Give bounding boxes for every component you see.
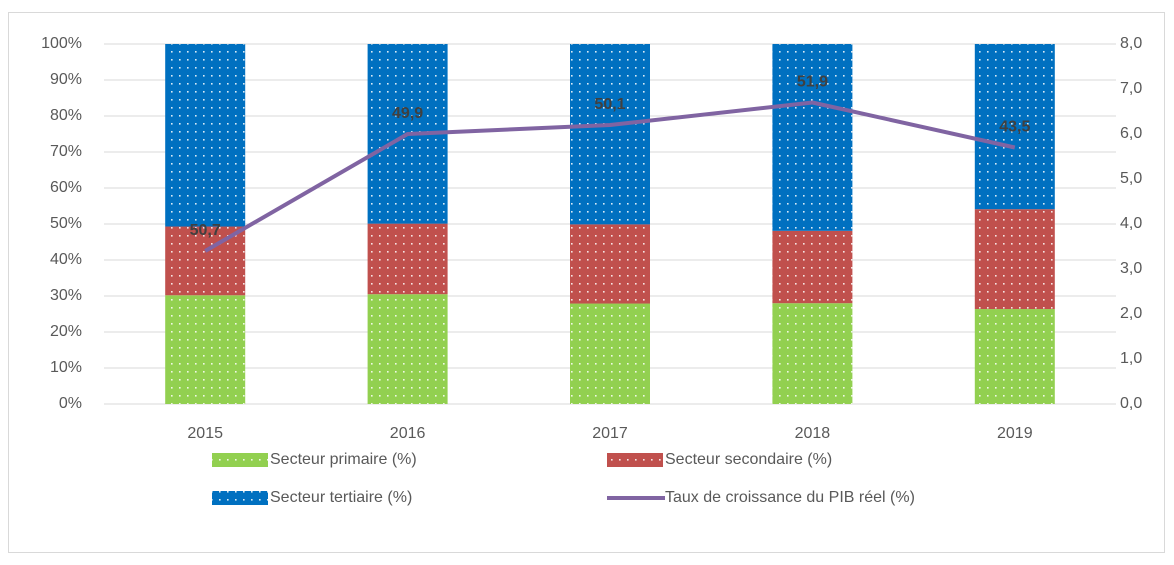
y-tick-label: 80% (50, 107, 82, 124)
y-tick-label: 10% (50, 359, 82, 376)
y2-tick-label: 8,0 (1120, 35, 1142, 52)
bar-texture (367, 294, 448, 404)
x-tick-label: 2015 (187, 425, 223, 442)
bar-texture (772, 303, 853, 404)
legend-texture (212, 491, 268, 505)
y2-tick-label: 5,0 (1120, 170, 1142, 187)
x-tick-label: 2016 (390, 425, 426, 442)
bar-texture (772, 44, 853, 231)
y-tick-label: 70% (50, 143, 82, 160)
bar-texture (974, 44, 1055, 210)
bar-texture (165, 295, 246, 404)
legend-label: Secteur secondaire (%) (665, 451, 832, 468)
data-label: 50,1 (594, 96, 625, 113)
y2-tick-label: 7,0 (1120, 80, 1142, 97)
x-tick-label: 2018 (795, 425, 831, 442)
y2-tick-label: 4,0 (1120, 215, 1142, 232)
y-tick-label: 40% (50, 251, 82, 268)
data-label: 49,9 (392, 105, 423, 122)
y2-tick-label: 3,0 (1120, 260, 1142, 277)
y2-tick-label: 2,0 (1120, 305, 1142, 322)
legend-label: Secteur primaire (%) (270, 451, 417, 468)
bar-texture (367, 223, 448, 295)
bar-texture (772, 230, 853, 304)
y2-tick-label: 0,0 (1120, 395, 1142, 412)
y-tick-label: 60% (50, 179, 82, 196)
bar-texture (165, 226, 246, 296)
y-tick-label: 100% (41, 35, 82, 52)
bar-texture (974, 309, 1055, 404)
x-tick-label: 2019 (997, 425, 1033, 442)
y2-tick-label: 6,0 (1120, 125, 1142, 142)
legend-label: Secteur tertiaire (%) (270, 489, 412, 506)
bar-texture (570, 303, 650, 404)
line (204, 100, 1016, 253)
y-tick-label: 0% (59, 395, 82, 412)
bar-texture (974, 209, 1055, 310)
bar-texture (570, 224, 650, 304)
x-tick-label: 2017 (592, 425, 628, 442)
y-tick-label: 90% (50, 71, 82, 88)
data-label: 43,5 (999, 119, 1030, 136)
data-label: 50,7 (190, 222, 221, 239)
legend-texture (212, 453, 268, 467)
y2-tick-label: 1,0 (1120, 350, 1142, 367)
y-tick-label: 30% (50, 287, 82, 304)
y-tick-label: 20% (50, 323, 82, 340)
legend-label: Taux de croissance du PIB réel (%) (665, 489, 915, 506)
y-tick-label: 50% (50, 215, 82, 232)
data-label: 51,9 (797, 74, 828, 91)
legend-texture (607, 453, 663, 467)
bar-texture (165, 44, 246, 227)
bar-texture (570, 44, 650, 225)
